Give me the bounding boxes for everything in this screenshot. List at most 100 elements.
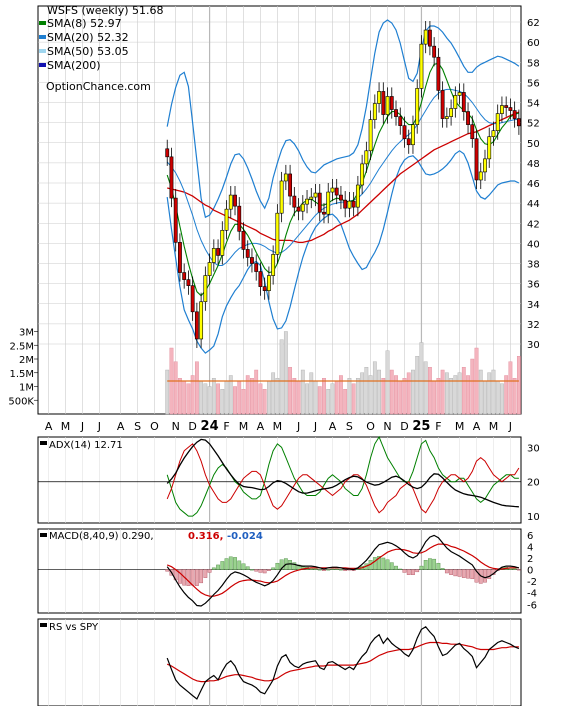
legend-swatch bbox=[39, 49, 46, 53]
volume-bar bbox=[495, 380, 500, 415]
volume-bar bbox=[500, 383, 504, 415]
adx-panel: 10 20 30 ADX(14) 12.71 bbox=[37, 435, 540, 524]
macd-histogram-bar bbox=[436, 562, 441, 570]
candle-body bbox=[385, 96, 390, 115]
volume-tick-label: 1M bbox=[19, 383, 34, 394]
candle-body bbox=[216, 248, 220, 256]
candle-body bbox=[228, 194, 233, 210]
volume-bar bbox=[326, 389, 331, 415]
x-tick-label: O bbox=[366, 420, 375, 433]
volume-bar bbox=[334, 380, 339, 415]
x-tick-label: J bbox=[97, 420, 101, 433]
adx-label: ADX(14) 12.71 bbox=[49, 440, 123, 451]
candle-body bbox=[355, 184, 360, 208]
macd-histogram-bar bbox=[326, 569, 331, 571]
macd-legend-swatch bbox=[40, 533, 47, 537]
panel-tick-label: 2 bbox=[527, 554, 533, 565]
candle-body bbox=[211, 248, 216, 263]
price-tick-label: 32 bbox=[527, 320, 540, 331]
bollinger-upper-line bbox=[166, 19, 520, 219]
macd-histogram-bar bbox=[254, 569, 259, 572]
candle-body bbox=[516, 118, 521, 127]
volume-bar bbox=[360, 372, 365, 415]
x-tick-label: D bbox=[400, 420, 408, 433]
volume-bar bbox=[432, 380, 437, 415]
macd-histogram-bar bbox=[487, 569, 492, 580]
volume-bar bbox=[267, 380, 271, 415]
x-tick-label: M bbox=[239, 420, 249, 433]
candle-body bbox=[364, 150, 369, 165]
candle-body bbox=[245, 249, 250, 258]
price-tick-label: 36 bbox=[527, 280, 540, 291]
candle-body bbox=[207, 262, 212, 276]
price-y-ticks: 30 32 34 36 38 40 42 44 46 48 50 52 54 56 58 60 62 bbox=[527, 18, 540, 351]
macd-histogram-bar bbox=[199, 569, 204, 584]
volume-tick-label: 1.5M bbox=[9, 369, 34, 380]
candle-body bbox=[500, 105, 504, 114]
volume-tick-label: 500K bbox=[8, 396, 34, 407]
candle-body bbox=[368, 119, 373, 152]
x-axis: A M J J A S O N D 24 F M A M J J A S O N D 25 F M A M J bbox=[45, 419, 512, 434]
macd-histogram-bar bbox=[271, 567, 276, 570]
candle-body bbox=[309, 196, 314, 200]
volume-bar bbox=[165, 369, 170, 415]
candle-body bbox=[415, 88, 420, 125]
macd-histogram-bar bbox=[512, 568, 517, 570]
candle-body bbox=[461, 92, 466, 112]
candle-body bbox=[271, 254, 276, 276]
volume-bar bbox=[309, 372, 314, 415]
candle-body bbox=[381, 91, 386, 115]
candle-body bbox=[339, 194, 343, 201]
volume-bar bbox=[194, 361, 199, 415]
candle-body bbox=[186, 279, 191, 286]
x-tick-label: M bbox=[61, 420, 71, 433]
volume-bar bbox=[262, 389, 267, 415]
x-tick-label: 25 bbox=[412, 419, 430, 434]
adx-legend-swatch bbox=[40, 441, 47, 445]
price-tick-label: 34 bbox=[527, 300, 540, 311]
macd-histogram-bar bbox=[292, 562, 297, 570]
candle-body bbox=[483, 158, 487, 173]
rs-panel: RS vs SPY bbox=[37, 618, 522, 706]
x-tick-label: M bbox=[273, 420, 283, 433]
x-tick-label: J bbox=[296, 420, 300, 433]
macd-histogram-bar bbox=[339, 569, 343, 571]
x-tick-label: N bbox=[172, 420, 180, 433]
volume-bar bbox=[461, 367, 466, 415]
panel-frame bbox=[37, 436, 522, 524]
volume-bar bbox=[178, 378, 182, 415]
volume-bar bbox=[398, 380, 403, 415]
candle-body bbox=[419, 43, 424, 89]
price-tick-label: 42 bbox=[527, 219, 540, 230]
volume-bar bbox=[449, 378, 453, 415]
candle-body bbox=[203, 275, 208, 303]
macd-histogram-bar bbox=[262, 569, 267, 574]
volume-bar bbox=[237, 380, 242, 415]
candle-body bbox=[377, 91, 381, 104]
volume-bar bbox=[423, 361, 428, 415]
volume-bar bbox=[415, 356, 420, 415]
macd-histogram-bar bbox=[381, 557, 386, 570]
volume-bar bbox=[343, 389, 348, 415]
ticker-label: WSFS (weekly) 51.68 bbox=[47, 4, 164, 17]
macd-histogram-bar bbox=[372, 557, 377, 570]
volume-bar bbox=[330, 383, 335, 415]
volume-bar bbox=[220, 389, 225, 415]
macd-histogram-bar bbox=[402, 569, 407, 573]
candle-body bbox=[292, 195, 297, 208]
volume-bar bbox=[444, 372, 449, 415]
macd-hist-value: -0.024 bbox=[227, 531, 263, 542]
macd-histogram-bar bbox=[474, 569, 479, 583]
volume-bar bbox=[271, 372, 276, 415]
x-tick-label: J bbox=[80, 420, 84, 433]
macd-histogram-bar bbox=[279, 559, 284, 570]
volume-bar bbox=[224, 380, 229, 415]
candle-body bbox=[402, 125, 407, 140]
panel-tick-label: 30 bbox=[527, 443, 540, 454]
macd-histogram-bar bbox=[250, 569, 254, 571]
macd-histogram-bar bbox=[516, 569, 521, 571]
volume-tick-label: 2M bbox=[19, 355, 34, 366]
macd-line bbox=[166, 534, 520, 607]
volume-bar bbox=[453, 375, 458, 415]
macd-histogram-bar bbox=[406, 569, 411, 575]
